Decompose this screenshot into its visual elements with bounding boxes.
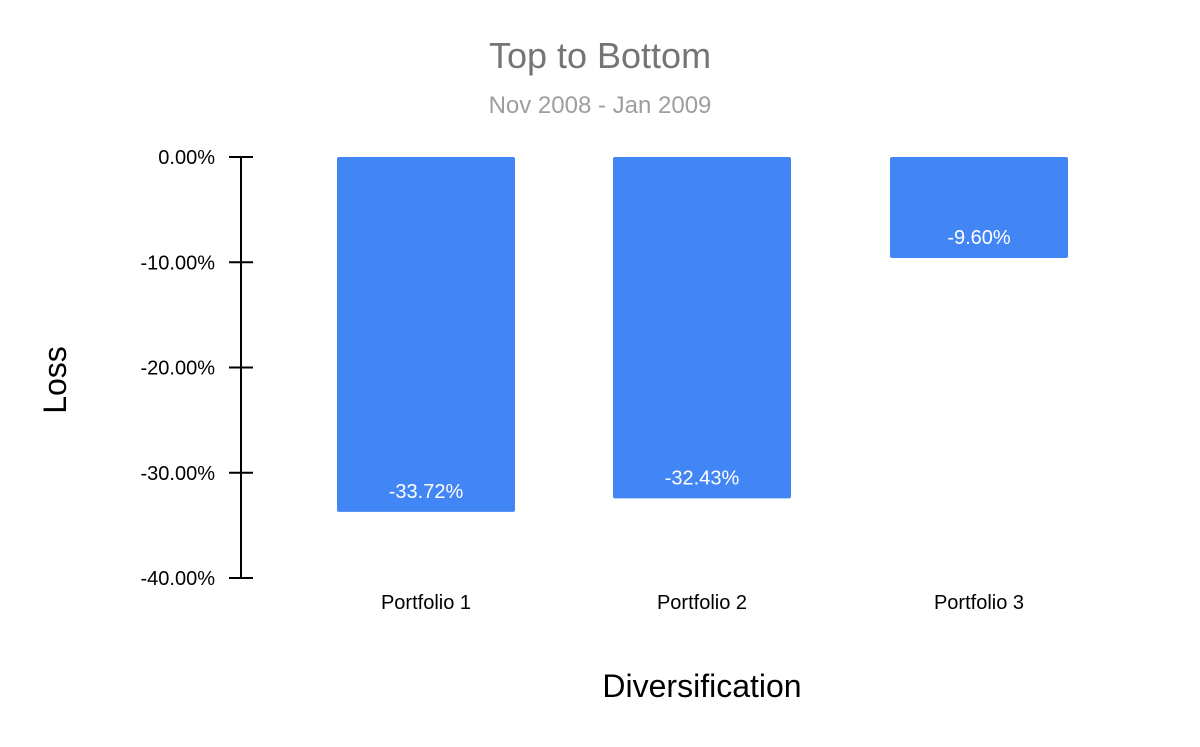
bar-value-label: -33.72% (389, 481, 464, 503)
x-axis: Portfolio 1 Portfolio 2 Portfolio 3 (381, 592, 1024, 614)
y-axis: 0.00% -10.00% -20.00% -30.00% -40.00% (141, 147, 253, 590)
x-category-label: Portfolio 1 (381, 592, 471, 614)
bar-value-label: -9.60% (947, 227, 1011, 249)
y-tick-label: -20.00% (141, 358, 216, 380)
bar-value-label: -32.43% (665, 467, 740, 489)
x-axis-title: Diversification (602, 668, 801, 704)
x-category-label: Portfolio 2 (657, 592, 747, 614)
y-tick-label: -30.00% (141, 463, 216, 485)
bar-2 (613, 157, 791, 499)
y-axis-title: Loss (37, 346, 73, 414)
bars: -33.72% -32.43% -9.60% (337, 157, 1068, 512)
bar-3 (890, 157, 1068, 259)
y-tick-label: -40.00% (141, 568, 216, 590)
chart-title: Top to Bottom (489, 35, 711, 76)
y-tick-label: -10.00% (141, 252, 216, 274)
y-tick-label: 0.00% (158, 147, 215, 169)
bar-1 (337, 157, 515, 512)
x-category-label: Portfolio 3 (934, 592, 1024, 614)
chart-subtitle: Nov 2008 - Jan 2009 (489, 92, 712, 119)
